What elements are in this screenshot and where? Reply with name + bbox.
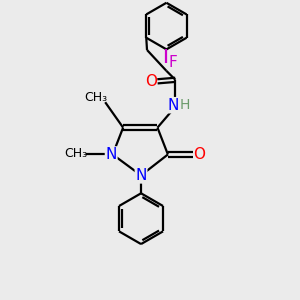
Text: O: O [145, 74, 157, 89]
Text: CH₃: CH₃ [64, 147, 87, 160]
Text: H: H [180, 98, 190, 112]
Text: F: F [168, 55, 177, 70]
Text: CH₃: CH₃ [85, 91, 108, 104]
Text: O: O [193, 147, 205, 162]
Text: N: N [135, 168, 147, 183]
Text: N: N [167, 98, 179, 113]
Text: N: N [106, 147, 117, 162]
